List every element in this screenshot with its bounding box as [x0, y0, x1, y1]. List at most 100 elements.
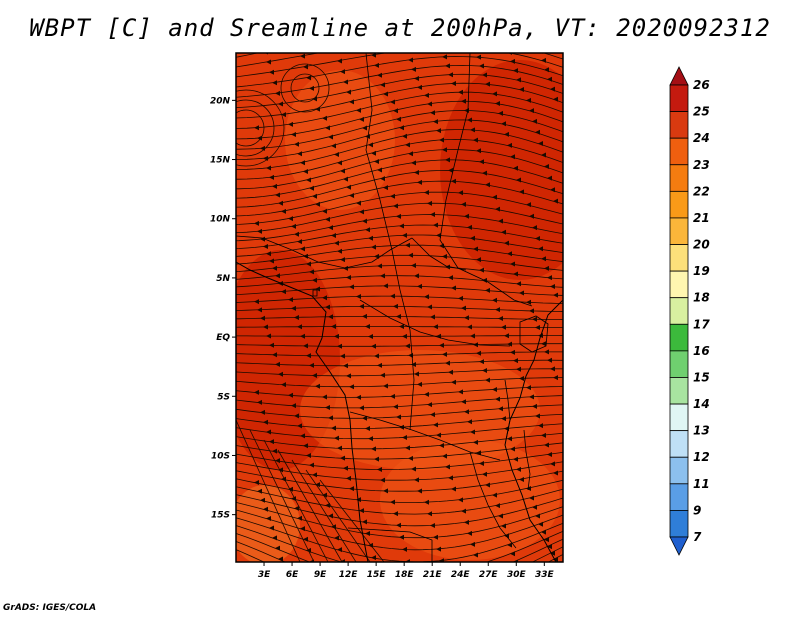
- streamline-arrow: [294, 413, 299, 419]
- streamline-arrow: [303, 443, 308, 449]
- streamline-arrow: [529, 495, 534, 501]
- streamline-arrow: [439, 45, 444, 50]
- streamline-arrow: [377, 466, 382, 472]
- streamline-arrow: [371, 446, 376, 452]
- streamline-arrow: [529, 108, 534, 114]
- streamline: [236, 53, 563, 68]
- streamline-arrow: [451, 285, 456, 291]
- streamline-arrow: [482, 582, 487, 587]
- streamline-arrow: [451, 602, 456, 607]
- streamline-arrow: [269, 174, 274, 180]
- colorbar-label: 12: [693, 450, 710, 464]
- lat-tick-label: 15N: [210, 156, 231, 166]
- streamline-arrow: [470, 429, 475, 435]
- streamline-arrow: [513, 165, 518, 171]
- streamline-arrow: [485, 81, 490, 87]
- streamline-arrow: [433, 119, 438, 125]
- streamline-arrow: [297, 239, 302, 245]
- streamline-arrow: [451, 178, 456, 184]
- streamline-arrow: [275, 458, 280, 464]
- streamline-arrow: [340, 455, 345, 461]
- streamline-arrow: [495, 206, 500, 212]
- streamline-arrow: [383, 185, 388, 191]
- streamline-arrow: [411, 66, 416, 72]
- lat-tick-label: 10S: [211, 451, 230, 461]
- streamline-arrow: [254, 125, 259, 131]
- streamline-arrow: [399, 223, 404, 229]
- colorbar-segment: [669, 244, 689, 272]
- streamline-arrow: [260, 315, 265, 321]
- streamline-arrow: [405, 445, 410, 451]
- colorbar-label: 23: [693, 158, 710, 172]
- streamline-arrow: [325, 405, 330, 411]
- streamline-arrow: [278, 467, 283, 473]
- lon-tick-label: 24E: [451, 570, 471, 580]
- streamline-arrow: [532, 225, 537, 231]
- streamline-arrow: [278, 556, 283, 562]
- streamline-arrow: [516, 77, 521, 83]
- streamline-arrow: [328, 225, 333, 231]
- streamline-arrow: [526, 299, 531, 305]
- streamline-arrow: [448, 475, 453, 481]
- streamline-arrow: [544, 349, 549, 355]
- streamline-arrow: [547, 452, 552, 458]
- colorbar-segment: [669, 164, 689, 192]
- lon-tick-label: 18E: [395, 570, 415, 580]
- streamline-arrow: [396, 314, 401, 320]
- streamline-arrow: [306, 75, 311, 81]
- streamline-arrow: [501, 229, 506, 235]
- lat-tick-label: 20N: [210, 96, 231, 106]
- colorbar-label: 16: [693, 344, 710, 358]
- streamline-arrow: [501, 324, 506, 330]
- streamline-arrow: [510, 349, 515, 355]
- streamline-arrow: [445, 464, 450, 470]
- streamline-arrow: [470, 235, 475, 241]
- colorbar-segment: [669, 510, 689, 538]
- streamline: [236, 73, 563, 109]
- streamline-arrow: [269, 525, 274, 531]
- streamline-arrow: [346, 184, 351, 190]
- lakes: [504, 315, 549, 491]
- colorbar-label: 24: [693, 131, 710, 145]
- streamline-arrow: [436, 36, 441, 41]
- streamline-arrow: [402, 546, 407, 552]
- colorbar-segment: [669, 270, 689, 299]
- streamline-arrow: [470, 333, 475, 339]
- streamline-arrow: [461, 201, 466, 207]
- streamline-arrow: [501, 523, 506, 529]
- streamline-arrow: [544, 67, 549, 73]
- colorbar-label: 22: [693, 184, 710, 198]
- streamline-arrow: [297, 43, 302, 48]
- streamline-arrow: [535, 129, 540, 135]
- streamline-arrow: [414, 75, 419, 81]
- streamline: [290, 73, 320, 103]
- streamline-arrow: [427, 101, 432, 107]
- streamline-arrow: [451, 81, 456, 87]
- streamline-arrow: [498, 218, 503, 224]
- streamline-arrow: [328, 134, 333, 140]
- streamline-arrow: [312, 193, 317, 199]
- streamline-arrow: [260, 409, 265, 415]
- colorbar-label: 20: [693, 238, 710, 252]
- streamline-arrow: [501, 32, 506, 37]
- streamline-arrow: [485, 287, 490, 293]
- streamline-arrow: [396, 522, 401, 528]
- streamline-arrow: [272, 535, 277, 541]
- streamline-arrow: [436, 128, 441, 134]
- streamline-arrow: [309, 85, 314, 91]
- streamline: [236, 368, 563, 377]
- streamline-arrow: [331, 524, 336, 530]
- colorbar-segment: [669, 403, 689, 432]
- streamline-arrow: [476, 450, 481, 456]
- streamline-arrow: [550, 461, 555, 467]
- streamline-arrow: [544, 265, 549, 271]
- streamline-arrow: [393, 303, 398, 309]
- streamline-arrow: [275, 545, 280, 551]
- streamline-arrow: [532, 316, 537, 322]
- streamline-arrow: [322, 394, 327, 400]
- streamline-arrow: [417, 84, 422, 90]
- lon-tick-label: 12E: [339, 570, 359, 580]
- streamline-arrow: [309, 269, 314, 275]
- streamline-arrow: [411, 263, 416, 269]
- streamline-arrow: [402, 133, 407, 139]
